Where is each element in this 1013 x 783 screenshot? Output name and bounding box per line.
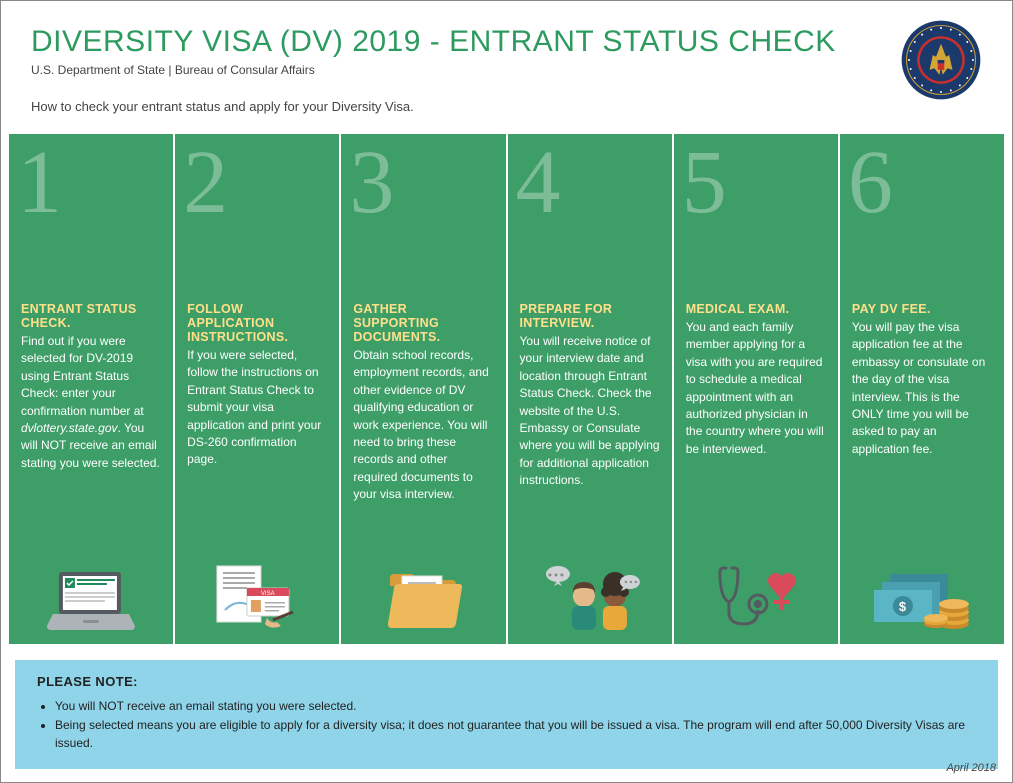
step-text: You will receive notice of your intervie… bbox=[520, 333, 660, 490]
step-number: 6 bbox=[848, 138, 992, 228]
step-title: FOLLOW APPLICATION INSTRUCTIONS. bbox=[187, 302, 327, 344]
step-1: 1 ENTRANT STATUS CHECK. Find out if you … bbox=[9, 134, 173, 644]
step-text: You will pay the visa application fee at… bbox=[852, 319, 992, 458]
visa-doc-icon: VISA bbox=[175, 562, 339, 632]
step-2: 2 FOLLOW APPLICATION INSTRUCTIONS. If yo… bbox=[175, 134, 339, 644]
step-3: 3 GATHER SUPPORTING DOCUMENTS. Obtain sc… bbox=[341, 134, 505, 644]
svg-text:$: $ bbox=[899, 599, 907, 614]
svg-text:VISA: VISA bbox=[261, 591, 275, 597]
page-intro: How to check your entrant status and app… bbox=[31, 99, 982, 114]
state-dept-seal-icon bbox=[900, 19, 982, 101]
medical-icon bbox=[674, 562, 838, 632]
step-title: GATHER SUPPORTING DOCUMENTS. bbox=[353, 302, 493, 344]
step-number: 1 bbox=[17, 138, 161, 228]
step-6: 6 PAY DV FEE. You will pay the visa appl… bbox=[840, 134, 1004, 644]
step-number: 2 bbox=[183, 138, 327, 228]
laptop-icon bbox=[9, 562, 173, 632]
step-number: 3 bbox=[349, 138, 493, 228]
people-icon bbox=[508, 562, 672, 632]
note-title: PLEASE NOTE: bbox=[37, 674, 976, 689]
folder-icon bbox=[341, 562, 505, 632]
note-item: You will NOT receive an email stating yo… bbox=[55, 697, 976, 716]
note-box: PLEASE NOTE: You will NOT receive an ema… bbox=[15, 660, 998, 769]
step-number: 5 bbox=[682, 138, 826, 228]
money-icon: $ bbox=[840, 562, 1004, 632]
step-title: PAY DV FEE. bbox=[852, 302, 992, 316]
step-text: Find out if you were selected for DV-201… bbox=[21, 333, 161, 472]
step-title: ENTRANT STATUS CHECK. bbox=[21, 302, 161, 330]
header: DIVERSITY VISA (DV) 2019 - ENTRANT STATU… bbox=[1, 1, 1012, 120]
note-list: You will NOT receive an email stating yo… bbox=[55, 697, 976, 753]
page-title: DIVERSITY VISA (DV) 2019 - ENTRANT STATU… bbox=[31, 25, 982, 59]
note-item: Being selected means you are eligible to… bbox=[55, 716, 976, 753]
step-4: 4 PREPARE FOR INTERVIEW. You will receiv… bbox=[508, 134, 672, 644]
steps-container: 1 ENTRANT STATUS CHECK. Find out if you … bbox=[9, 134, 1004, 644]
step-text: You and each family member applying for … bbox=[686, 319, 826, 458]
step-text: Obtain school records, employment record… bbox=[353, 347, 493, 504]
step-5: 5 MEDICAL EXAM. You and each family memb… bbox=[674, 134, 838, 644]
step-title: MEDICAL EXAM. bbox=[686, 302, 826, 316]
step-title: PREPARE FOR INTERVIEW. bbox=[520, 302, 660, 330]
step-text: If you were selected, follow the instruc… bbox=[187, 347, 327, 469]
date-label: April 2018 bbox=[946, 762, 996, 774]
page-subtitle: U.S. Department of State | Bureau of Con… bbox=[31, 63, 982, 77]
step-number: 4 bbox=[516, 138, 660, 228]
